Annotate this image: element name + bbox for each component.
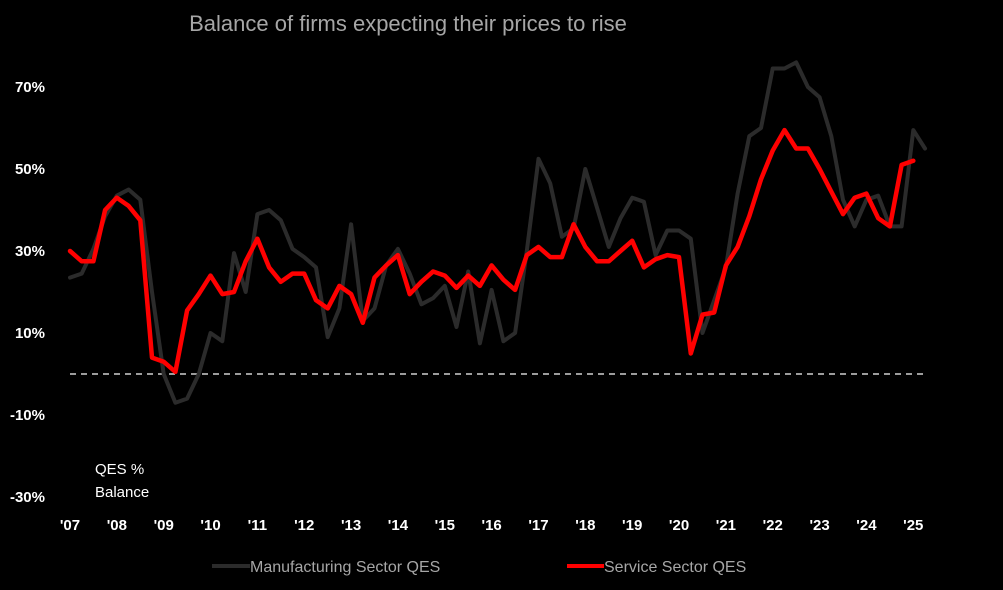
legend-item-manufacturing[interactable]: Manufacturing Sector QES — [212, 559, 440, 576]
x-tick-label: '08 — [107, 517, 127, 534]
x-tick-label: '16 — [482, 517, 502, 534]
x-tick-label: '13 — [341, 517, 361, 534]
y-tick-label: 70% — [15, 79, 45, 96]
plot-series — [67, 60, 927, 405]
legend: Manufacturing Sector QES Service Sector … — [212, 559, 746, 576]
axis-annotation-line-1: QES % — [95, 461, 144, 478]
service-series-line — [67, 127, 916, 375]
x-axis: '07 '08 '09 '10 '11 '12 '13 '14 '15 '16 '17 '18 '19 '… — [60, 517, 924, 534]
y-tick-label: -30% — [10, 489, 45, 506]
x-tick-label: '22 — [763, 517, 783, 534]
x-tick-label: '07 — [60, 517, 80, 534]
legend-label-manufacturing: Manufacturing Sector QES — [250, 559, 440, 576]
x-tick-label: '18 — [575, 517, 595, 534]
y-axis: 70% 50% 30% 10% -10% -30% — [10, 79, 45, 506]
x-tick-label: '14 — [388, 517, 409, 534]
x-tick-label: '21 — [716, 517, 736, 534]
manufacturing-series-line — [68, 60, 927, 405]
axis-annotation-line-2: Balance — [95, 484, 149, 501]
legend-item-service[interactable]: Service Sector QES — [567, 559, 746, 576]
x-tick-label: '17 — [528, 517, 548, 534]
legend-label-service: Service Sector QES — [604, 559, 746, 576]
y-tick-label: 50% — [15, 161, 45, 178]
x-tick-label: '25 — [903, 517, 923, 534]
y-tick-label: -10% — [10, 407, 45, 424]
x-tick-label: '20 — [669, 517, 689, 534]
x-tick-label: '12 — [294, 517, 314, 534]
x-tick-label: '24 — [856, 517, 877, 534]
chart-title: Balance of firms expecting their prices … — [189, 11, 627, 36]
x-tick-label: '15 — [435, 517, 455, 534]
x-tick-label: '23 — [809, 517, 829, 534]
x-tick-label: '10 — [200, 517, 220, 534]
y-tick-label: 10% — [15, 325, 45, 342]
y-tick-label: 30% — [15, 243, 45, 260]
x-tick-label: '09 — [154, 517, 174, 534]
x-tick-label: '11 — [248, 517, 267, 534]
x-tick-label: '19 — [622, 517, 642, 534]
